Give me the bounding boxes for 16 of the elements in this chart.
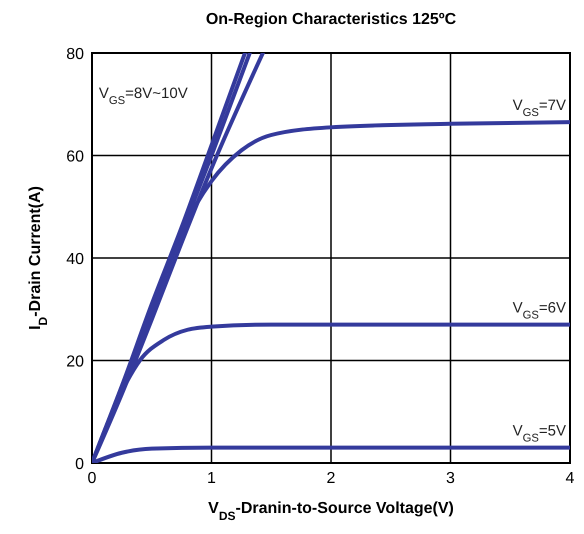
chart-title: On-Region Characteristics 125ºC: [206, 11, 457, 28]
series-label: V$_{GS}$=6V: [512, 300, 566, 322]
x-tick-label: 1: [207, 470, 216, 487]
y-tick-label: 20: [66, 354, 84, 370]
x-tick-label: 0: [88, 470, 97, 487]
series-label: V$_{GS}$=5V: [512, 422, 566, 445]
y-tick-label: 0: [75, 456, 84, 473]
y-tick-label: 40: [66, 251, 84, 268]
y-tick-label: 60: [66, 148, 84, 166]
y-tick-label: 80: [66, 46, 84, 63]
x-tick-label: 2: [326, 470, 336, 487]
x-axis-title: V$_{DS}$-Dranin-to-Source Voltage(V): [208, 500, 454, 523]
text: V$_{GS}$=8V~10V: [98, 85, 188, 107]
x-tick-label: 4: [566, 470, 575, 487]
x-tick-label: 3: [446, 470, 456, 487]
series-label: V$_{GS}$=7V: [512, 97, 566, 120]
